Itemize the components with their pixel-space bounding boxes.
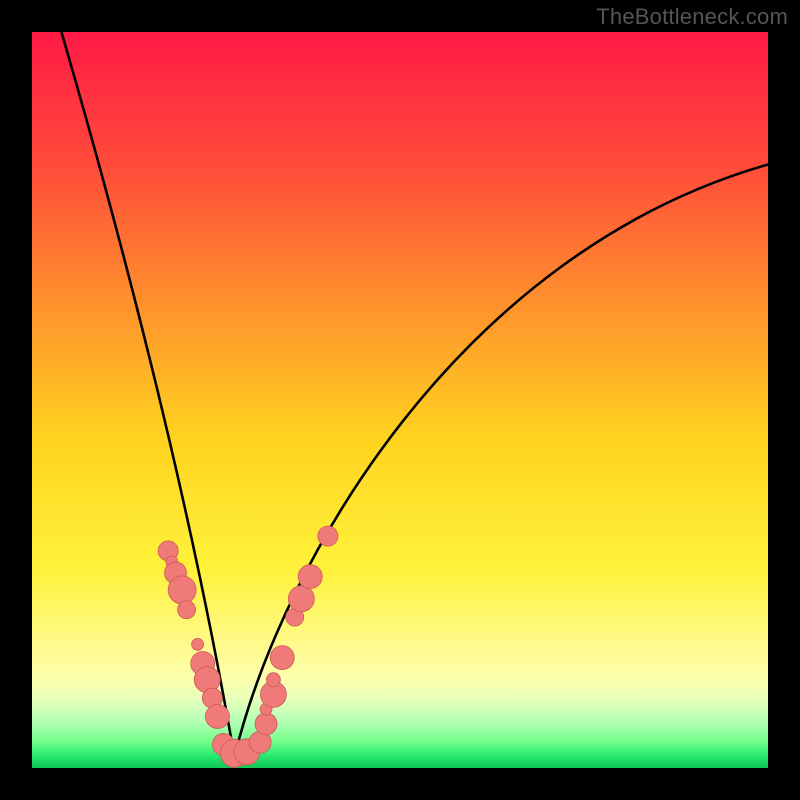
plot-background — [32, 32, 768, 768]
bead — [192, 638, 204, 650]
bead — [255, 713, 277, 735]
watermark-text: TheBottleneck.com — [596, 4, 788, 30]
chart-container: TheBottleneck.com — [0, 0, 800, 800]
bead — [178, 601, 196, 619]
bead — [298, 565, 322, 589]
bead — [266, 673, 280, 687]
bead — [318, 526, 338, 546]
bead — [205, 704, 229, 728]
bead — [168, 576, 196, 604]
bead — [288, 586, 314, 612]
chart-svg — [0, 0, 800, 800]
bead — [270, 646, 294, 670]
